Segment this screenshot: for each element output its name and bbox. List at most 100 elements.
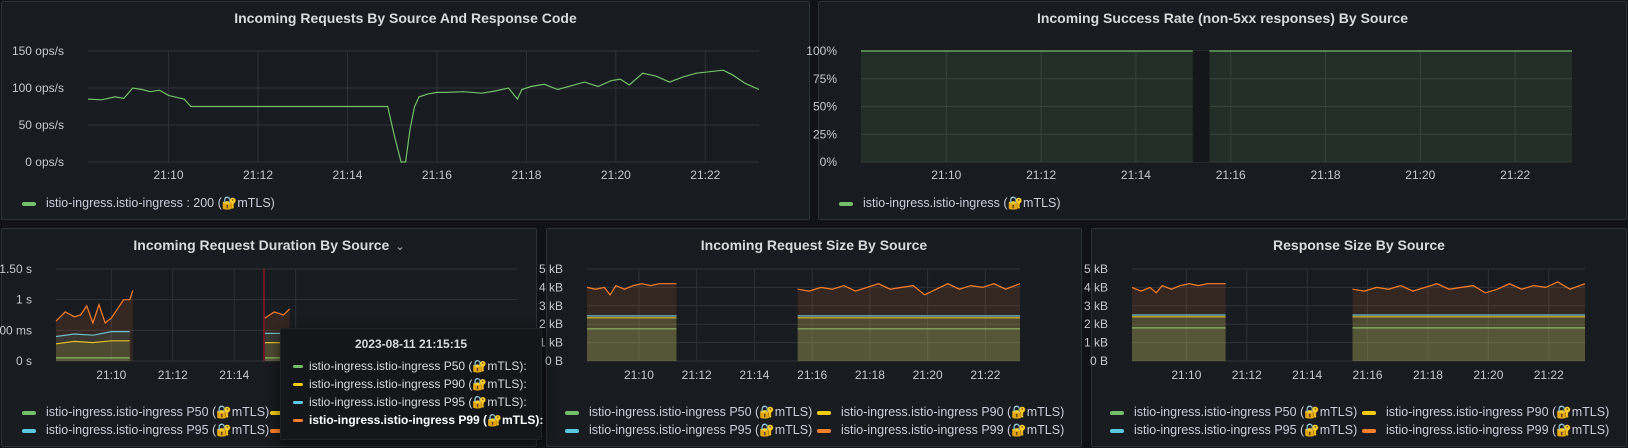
x-tick-label: 21:12 [158, 368, 188, 382]
x-tick-label: 21:10 [1171, 368, 1201, 382]
legend-swatch [1110, 411, 1124, 415]
x-tick-label: 21:10 [154, 168, 184, 182]
series-area [1132, 284, 1226, 361]
legend-item[interactable]: istio-ingress.istio-ingress P95 (🔐mTLS) [22, 423, 269, 438]
y-tick-label: 50 ops/s [19, 118, 64, 132]
y-tick-label: 2 kB [539, 317, 563, 331]
x-tick-label: 21:14 [332, 168, 362, 182]
legend-item[interactable]: istio-ingress.istio-ingress P50 (🔐mTLS) [565, 405, 812, 420]
x-tick-label: 21:16 [422, 168, 452, 182]
x-tick-label: 21:22 [970, 368, 1000, 382]
requests-chart[interactable]: 0 ops/s 50 ops/s 100 ops/s 150 ops/s 21:10 21… [2, 2, 811, 221]
y-tick-label: 1 kB [539, 336, 563, 350]
x-tick-label: 21:18 [511, 168, 541, 182]
legend-swatch [1362, 429, 1376, 433]
series-area [1209, 51, 1572, 162]
legend-swatch [22, 411, 36, 415]
y-tick-label: 1 s [16, 293, 32, 307]
panel-request-size: Incoming Request Size By Source 0 B1 kB 2… [546, 228, 1082, 447]
y-tick-label: 0% [820, 155, 838, 169]
legend-item[interactable]: istio-ingress.istio-ingress P90 (🔐mTLS) [817, 405, 1064, 420]
legend-label: istio-ingress.istio-ingress : 200 (🔐mTLS… [46, 196, 275, 210]
y-tick-label: 3 kB [539, 299, 563, 313]
series-area [861, 51, 1193, 162]
legend-item[interactable]: istio-ingress.istio-ingress P50 (🔐mTLS) [22, 405, 269, 420]
x-tick-label: 21:14 [1121, 168, 1151, 182]
legend-item[interactable]: istio-ingress.istio-ingress P99 (🔐mTLS) [817, 423, 1064, 438]
legend-label: istio-ingress.istio-ingress P95 (🔐mTLS) [1134, 423, 1357, 437]
x-tick-label: 21:14 [219, 368, 249, 382]
y-tick-label: 5 kB [539, 262, 563, 276]
y-tick-label: 50% [813, 100, 837, 114]
legend-label: istio-ingress.istio-ingress P90 (🔐mTLS) [841, 405, 1064, 419]
legend-item[interactable]: istio-ingress.istio-ingress P95 (🔐mTLS) [1110, 423, 1357, 438]
y-tick-label: 5 kB [1084, 262, 1108, 276]
legend-swatch [22, 202, 36, 206]
series-area [798, 284, 1020, 361]
grid: 0 ops/s 50 ops/s 100 ops/s 150 ops/s 21:10 21… [12, 44, 759, 182]
x-tick-label: 21:16 [1216, 168, 1246, 182]
x-tick-label: 21:16 [1353, 368, 1383, 382]
x-tick-label: 21:20 [1405, 168, 1435, 182]
legend-swatch [839, 202, 853, 206]
legend-item[interactable]: istio-ingress.istio-ingress P50 (🔐mTLS) [1110, 405, 1357, 420]
y-tick-label: 500 ms [0, 323, 32, 337]
x-tick-label: 21:18 [855, 368, 885, 382]
y-tick-label: 4 kB [539, 280, 563, 294]
legend-label: istio-ingress.istio-ingress P95 (🔐mTLS) [46, 423, 269, 437]
x-tick-label: 21:22 [1534, 368, 1564, 382]
tooltip-timestamp: 2023-08-11 21:15:15 [293, 337, 529, 351]
x-tick-label: 21:10 [624, 368, 654, 382]
legend-label: istio-ingress.istio-ingress P50 (🔐mTLS) [1134, 405, 1357, 419]
y-tick-label: 0 B [1090, 354, 1108, 368]
x-tick-label: 21:12 [682, 368, 712, 382]
y-tick-label: 0 s [16, 354, 32, 368]
tooltip-swatch [293, 419, 303, 422]
legend-item[interactable]: istio-ingress.istio-ingress (🔐mTLS) [839, 196, 1061, 211]
x-tick-label: 21:14 [739, 368, 769, 382]
legend-item[interactable]: istio-ingress.istio-ingress : 200 (🔐mTLS… [22, 196, 275, 211]
legend-item[interactable]: istio-ingress.istio-ingress P99 (🔐mTLS) [1362, 423, 1609, 438]
y-tick-label: 25% [813, 127, 837, 141]
legend-item[interactable]: istio-ingress.istio-ingress P95 (🔐mTLS) [565, 423, 812, 438]
tooltip-swatch [293, 365, 303, 368]
tooltip-row: istio-ingress.istio-ingress P90 (🔐mTLS): [293, 375, 529, 393]
legend-swatch [1362, 411, 1376, 415]
legend-label: istio-ingress.istio-ingress P90 (🔐mTLS) [1386, 405, 1609, 419]
tooltip-label: istio-ingress.istio-ingress P50 (🔐mTLS): [309, 359, 527, 373]
y-tick-label: 100 ops/s [12, 81, 64, 95]
x-tick-label: 21:16 [797, 368, 827, 382]
x-tick-label: 21:14 [1292, 368, 1322, 382]
legend-label: istio-ingress.istio-ingress P50 (🔐mTLS) [589, 405, 812, 419]
x-tick-label: 21:10 [931, 168, 961, 182]
legend-label: istio-ingress.istio-ingress P95 (🔐mTLS) [589, 423, 812, 437]
data-gap [1193, 51, 1210, 162]
tooltip-row: istio-ingress.istio-ingress P50 (🔐mTLS): [293, 357, 529, 375]
tooltip-label: istio-ingress.istio-ingress P95 (🔐mTLS): [309, 395, 527, 409]
series-area [56, 291, 133, 362]
y-tick-label: 150 ops/s [12, 44, 64, 58]
y-tick-label: 3 kB [1084, 299, 1108, 313]
y-tick-label: 75% [813, 72, 837, 86]
x-tick-label: 21:20 [913, 368, 943, 382]
y-tick-label: 0 ops/s [25, 155, 64, 169]
legend-label: istio-ingress.istio-ingress P50 (🔐mTLS) [46, 405, 269, 419]
tooltip-row: istio-ingress.istio-ingress P95 (🔐mTLS): [293, 393, 529, 411]
legend-swatch [565, 429, 579, 433]
x-tick-label: 21:22 [1500, 168, 1530, 182]
x-tick-label: 21:20 [601, 168, 631, 182]
legend-label: istio-ingress.istio-ingress P99 (🔐mTLS) [841, 423, 1064, 437]
legend-swatch [817, 411, 831, 415]
y-tick-label: 1 kB [1084, 336, 1108, 350]
legend-swatch [565, 411, 579, 415]
legend-label: istio-ingress.istio-ingress P99 (🔐mTLS) [1386, 423, 1609, 437]
success-rate-chart[interactable]: 0% 25% 50% 75% 100% 21:10 21:12 21:14 21:16 21:18… [819, 2, 1628, 221]
panel-incoming-requests: Incoming Requests By Source And Response… [1, 1, 810, 220]
y-tick-label: 0 B [545, 354, 563, 368]
legend-item[interactable]: istio-ingress.istio-ingress P90 (🔐mTLS) [1362, 405, 1609, 420]
hover-tooltip: 2023-08-11 21:15:15 istio-ingress.istio-… [280, 328, 542, 440]
tooltip-row: istio-ingress.istio-ingress P99 (🔐mTLS): [293, 411, 529, 429]
y-tick-label: 4 kB [1084, 280, 1108, 294]
x-tick-label: 21:18 [1311, 168, 1341, 182]
x-tick-label: 21:12 [1026, 168, 1056, 182]
